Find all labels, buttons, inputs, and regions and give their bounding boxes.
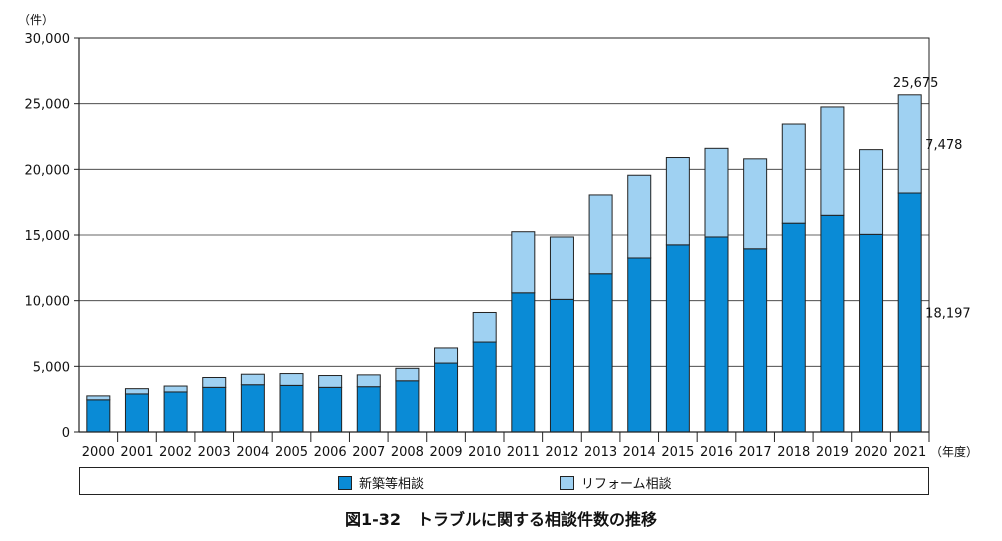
- bar-reform: [240, 373, 265, 386]
- bar-reform: [318, 375, 343, 388]
- legend-item-new: 新築等相談: [338, 473, 424, 492]
- y-unit-label: （件）: [18, 13, 54, 27]
- bar-reform: [395, 367, 420, 382]
- y-tick-label: 25,000: [25, 98, 71, 113]
- x-tick-label: 2004: [236, 445, 269, 460]
- y-axis-ticks: 0 5,000 10,000 15,000 20,000 25,000 30,000: [25, 32, 79, 441]
- x-tick-label: 2017: [739, 445, 772, 460]
- bar-reform: [163, 385, 188, 393]
- bars: [86, 94, 922, 433]
- x-tick-label: 2006: [314, 445, 347, 460]
- bar-new: [240, 384, 265, 433]
- bar-new: [124, 393, 149, 433]
- x-tick-label: 2008: [391, 445, 424, 460]
- x-tick-label: 2014: [623, 445, 656, 460]
- bar-reform: [86, 395, 111, 401]
- legend: 新築等相談 リフォーム相談: [79, 467, 929, 495]
- y-tick-label: 15,000: [25, 229, 71, 244]
- bar-reform: [588, 194, 613, 275]
- legend-swatch-new: [338, 475, 352, 490]
- bar-new: [549, 298, 574, 433]
- legend-label-reform: リフォーム相談: [581, 477, 672, 492]
- bar-reform: [279, 373, 304, 386]
- bar-reform: [781, 123, 806, 224]
- bar-new: [395, 380, 420, 433]
- bar-new: [279, 384, 304, 433]
- plot-frame: [78, 37, 930, 433]
- bar-new: [163, 391, 188, 433]
- bar-reform: [743, 158, 768, 250]
- bar-reform: [356, 374, 381, 388]
- x-tick-label: 2007: [352, 445, 385, 460]
- y-tick-label: 30,000: [25, 32, 71, 47]
- legend-swatch-reform: [560, 475, 574, 490]
- x-tick-label: 2015: [661, 445, 694, 460]
- bar-reform: [859, 149, 884, 235]
- bar-new: [743, 248, 768, 433]
- x-tick-label: 2021: [893, 445, 926, 460]
- x-tick-label: 2009: [429, 445, 462, 460]
- x-tick-label: 2003: [198, 445, 231, 460]
- x-axis-labels: 2000 2001 2002 2003 2004 2005 2006 2007 2008 2009…: [82, 432, 930, 460]
- bar-reform: [549, 236, 574, 300]
- stacked-bar-chart: 0 5,000 10,000 15,000 20,000 25,000 30,000 200…: [18, 13, 978, 460]
- x-tick-label: 2001: [120, 445, 153, 460]
- bar-new: [897, 192, 922, 433]
- x-tick-label: 2000: [82, 445, 115, 460]
- bar-reform: [434, 347, 459, 364]
- bar-new: [356, 386, 381, 433]
- y-tick-label: 0: [62, 426, 70, 441]
- bar-reform: [472, 311, 497, 343]
- bar-reform: [511, 231, 536, 294]
- bar-reform: [820, 106, 845, 216]
- bar-new: [434, 362, 459, 433]
- legend-item-reform: リフォーム相談: [560, 473, 672, 492]
- x-tick-label: 2013: [584, 445, 617, 460]
- bar-reform: [627, 174, 652, 259]
- reform-2021-label: 7,478: [925, 138, 962, 153]
- bar-new: [202, 386, 227, 433]
- y-tick-label: 10,000: [25, 295, 71, 310]
- bar-new: [86, 399, 111, 433]
- bar-new: [472, 341, 497, 433]
- x-tick-label: 2019: [816, 445, 849, 460]
- bar-new: [704, 236, 729, 433]
- bar-reform: [665, 157, 690, 246]
- bar-new: [665, 244, 690, 433]
- bar-new: [859, 233, 884, 433]
- bar-new: [511, 292, 536, 433]
- y-tick-label: 5,000: [33, 360, 70, 375]
- legend-label-new: 新築等相談: [359, 477, 425, 492]
- bar-new: [820, 214, 845, 433]
- x-tick-label: 2005: [275, 445, 308, 460]
- bar-new: [588, 273, 613, 433]
- x-tick-label: 2018: [777, 445, 810, 460]
- bar-new: [781, 222, 806, 433]
- x-unit-label: （年度）: [930, 444, 978, 459]
- total-2021-label: 25,675: [893, 76, 939, 91]
- chart-title: 図1-32 トラブルに関する相談件数の推移: [344, 510, 658, 529]
- new-2021-label: 18,197: [925, 307, 971, 322]
- bar-reform: [124, 388, 149, 395]
- x-tick-label: 2002: [159, 445, 192, 460]
- x-tick-label: 2012: [545, 445, 578, 460]
- bar-new: [627, 257, 652, 433]
- x-tick-label: 2020: [854, 445, 887, 460]
- bar-new: [318, 386, 343, 433]
- bar-reform: [704, 147, 729, 238]
- bar-reform: [202, 376, 227, 388]
- y-tick-label: 20,000: [25, 163, 71, 178]
- bar-reform: [897, 94, 922, 194]
- x-tick-label: 2010: [468, 445, 501, 460]
- x-tick-label: 2011: [507, 445, 540, 460]
- x-tick-label: 2016: [700, 445, 733, 460]
